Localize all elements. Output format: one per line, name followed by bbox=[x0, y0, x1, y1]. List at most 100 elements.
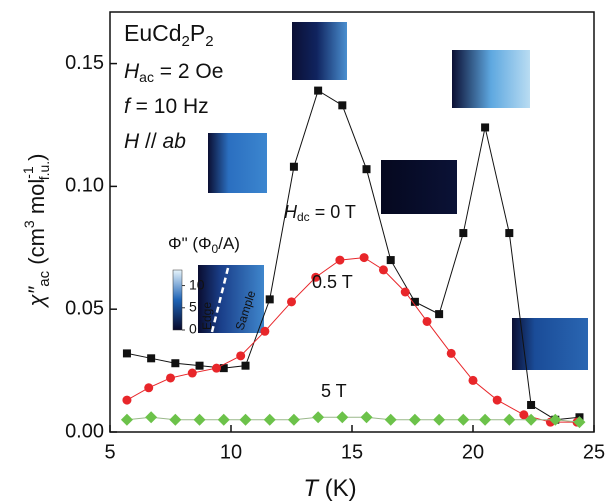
series-label-part: H bbox=[284, 202, 298, 222]
data-point bbox=[266, 295, 274, 303]
y-axis-label-part: -1 bbox=[20, 166, 36, 179]
orientation-part: H bbox=[124, 130, 140, 153]
colorbar-title: Φ" (Φ0/A) bbox=[168, 234, 240, 256]
data-point bbox=[166, 373, 175, 382]
compound-part: P bbox=[190, 20, 205, 46]
data-point bbox=[479, 414, 491, 426]
data-point bbox=[236, 351, 245, 360]
y-axis-label-part: mol bbox=[24, 179, 49, 221]
y-axis-label-part: 3 bbox=[21, 220, 37, 228]
orientation-part: ab bbox=[163, 130, 187, 153]
data-point bbox=[144, 383, 153, 392]
x-tick-label: 15 bbox=[341, 441, 363, 463]
frequency: f = 10 Hz bbox=[124, 95, 209, 118]
x-tick-label: 10 bbox=[220, 441, 242, 463]
colorbar-title-part: /A) bbox=[218, 234, 240, 253]
x-tick-label: 20 bbox=[462, 441, 484, 463]
data-point bbox=[188, 369, 197, 378]
data-point bbox=[433, 414, 445, 426]
data-point bbox=[459, 229, 467, 237]
y-axis-label: χ″ac (cm3 mol-1f.u.) bbox=[20, 153, 53, 308]
field-ac-part: H bbox=[124, 60, 140, 83]
inset-image bbox=[381, 160, 457, 214]
series-label-part: dc bbox=[297, 210, 310, 224]
data-point bbox=[503, 414, 515, 426]
data-point bbox=[194, 414, 206, 426]
data-point bbox=[218, 414, 230, 426]
y-tick-label: 0.05 bbox=[65, 297, 104, 319]
data-point bbox=[288, 414, 300, 426]
field-ac: Hac = 2 Oe bbox=[124, 60, 223, 85]
data-point bbox=[314, 87, 322, 95]
data-point bbox=[260, 327, 269, 336]
field-ac-part: ac bbox=[139, 69, 154, 85]
y-axis-label-part: (cm bbox=[24, 228, 49, 271]
data-point bbox=[287, 297, 296, 306]
data-point bbox=[360, 253, 369, 262]
colorbar-tick-label: 0 bbox=[189, 321, 197, 337]
x-axis-label-part: (K) bbox=[318, 475, 357, 502]
y-axis-label-part: χ″ bbox=[24, 286, 49, 309]
data-point bbox=[122, 396, 131, 405]
data-point bbox=[447, 349, 456, 358]
inset-image bbox=[452, 50, 530, 108]
data-point bbox=[457, 414, 469, 426]
compound-part: 2 bbox=[205, 33, 213, 50]
colorbar bbox=[173, 270, 182, 330]
y-tick-label: 0.00 bbox=[65, 420, 104, 442]
inset-image bbox=[208, 133, 267, 193]
data-point bbox=[387, 256, 395, 264]
data-point bbox=[312, 411, 324, 423]
data-point bbox=[123, 349, 131, 357]
series-label: 5 T bbox=[321, 381, 347, 401]
data-point bbox=[505, 229, 513, 237]
data-point bbox=[363, 165, 371, 173]
data-point bbox=[264, 414, 276, 426]
data-point bbox=[401, 288, 410, 297]
data-point bbox=[493, 396, 502, 405]
data-point bbox=[338, 101, 346, 109]
data-point bbox=[121, 414, 133, 426]
data-point bbox=[169, 414, 181, 426]
data-point bbox=[240, 414, 252, 426]
y-tick-label: 0.10 bbox=[65, 175, 104, 197]
field-ac-part: = 2 Oe bbox=[154, 60, 223, 83]
compound: EuCd2P2 bbox=[124, 20, 214, 50]
data-point bbox=[336, 411, 348, 423]
orientation-part: // bbox=[139, 130, 162, 153]
data-point bbox=[527, 401, 535, 409]
x-axis-label: T (K) bbox=[303, 475, 356, 502]
colorbar-tick-label: 10 bbox=[189, 276, 205, 292]
data-point bbox=[435, 310, 443, 318]
edge-label: Edge bbox=[200, 302, 214, 330]
data-point bbox=[212, 364, 221, 373]
colorbar-title-part: Φ" (Φ bbox=[168, 234, 212, 253]
data-point bbox=[145, 411, 157, 423]
compound-part: EuCd bbox=[124, 20, 182, 46]
data-point bbox=[481, 123, 489, 131]
y-axis-label-part: f.u. bbox=[36, 161, 52, 180]
series-label: 0.5 T bbox=[312, 272, 353, 292]
frequency-part: = 10 Hz bbox=[130, 95, 209, 118]
chart: 0.000.050.100.15510152025T (K)χ″ac (cm3 … bbox=[0, 0, 611, 504]
data-point bbox=[409, 414, 421, 426]
data-point bbox=[171, 359, 179, 367]
compound-part: 2 bbox=[182, 33, 190, 50]
series-label-part: = 0 T bbox=[310, 202, 356, 222]
data-point bbox=[423, 317, 432, 326]
orientation: H // ab bbox=[124, 130, 186, 153]
y-tick-label: 0.15 bbox=[65, 52, 104, 74]
data-point bbox=[147, 354, 155, 362]
data-point bbox=[290, 163, 298, 171]
data-point bbox=[242, 362, 250, 370]
inset-image bbox=[292, 22, 347, 80]
y-axis-label-part: ac bbox=[36, 270, 53, 286]
data-point bbox=[361, 411, 373, 423]
y-axis-label-part: ) bbox=[24, 153, 49, 160]
data-point bbox=[379, 265, 388, 274]
series-label: Hdc = 0 T bbox=[284, 202, 356, 224]
data-point bbox=[385, 414, 397, 426]
x-tick-label: 25 bbox=[583, 441, 605, 463]
colorbar-tick-label: 5 bbox=[189, 298, 197, 314]
data-point bbox=[469, 376, 478, 385]
